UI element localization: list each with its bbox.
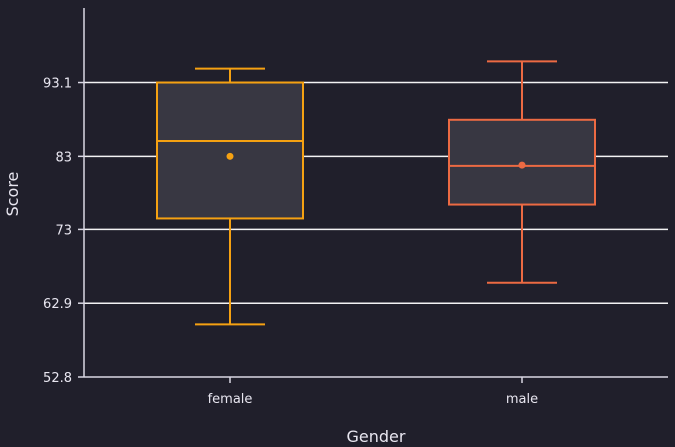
axes [83,8,668,378]
box-male [448,60,596,284]
boxes [156,60,596,326]
iqr-box [156,81,304,220]
box-female [156,67,304,326]
x-tick-labels: female male [208,377,538,407]
y-axis-title: Score [3,172,22,217]
x-axis-title: Gender [347,427,406,446]
y-tick-label: 52.8 [43,371,72,386]
x-tick-label: female [208,392,253,407]
mean-marker [226,152,234,160]
y-tick-labels: 52.8 62.9 73 83 93.1 [43,77,84,386]
y-tick-label: 93.1 [43,77,72,92]
x-tick-label: male [506,392,538,407]
mean-marker [518,161,526,169]
y-tick-label: 62.9 [43,297,72,312]
y-tick-label: 83 [55,150,72,165]
y-tick-label: 73 [55,223,72,238]
